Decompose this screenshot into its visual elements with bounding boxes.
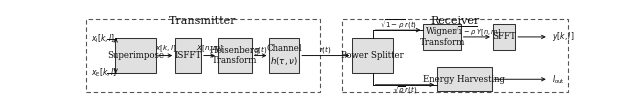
FancyBboxPatch shape [352,38,393,73]
Text: $x_\mathrm{I}[k,l]$: $x_\mathrm{I}[k,l]$ [91,33,115,45]
Text: Heisenberg
Transform: Heisenberg Transform [209,46,260,65]
Text: $s(t)$: $s(t)$ [253,44,268,55]
Text: $X[n,m]$: $X[n,m]$ [196,44,223,54]
Text: $I_\mathrm{out}$: $I_\mathrm{out}$ [552,73,565,85]
Text: Transmitter: Transmitter [169,16,237,26]
FancyBboxPatch shape [269,38,300,73]
Text: $\sqrt{1-\rho}\,r(t)$: $\sqrt{1-\rho}\,r(t)$ [380,18,417,31]
Text: $\sqrt{\rho}\,r(t)$: $\sqrt{\rho}\,r(t)$ [393,85,417,96]
FancyBboxPatch shape [493,24,515,50]
Text: $r(t)$: $r(t)$ [319,44,332,55]
Text: $x[k,l]$: $x[k,l]$ [155,44,176,54]
Text: Wigner
Transform: Wigner Transform [419,27,465,47]
Text: $y[k,l]$: $y[k,l]$ [552,30,575,43]
Text: SFFT: SFFT [492,32,516,41]
FancyBboxPatch shape [175,38,201,73]
FancyBboxPatch shape [115,38,156,73]
Text: Channel
$h(\tau,\nu)$: Channel $h(\tau,\nu)$ [266,44,302,67]
FancyBboxPatch shape [424,24,461,50]
FancyBboxPatch shape [437,67,492,91]
Text: Receiver: Receiver [430,16,479,26]
FancyBboxPatch shape [218,38,252,73]
Text: $\sqrt{1-\rho}\,Y[n,m]$: $\sqrt{1-\rho}\,Y[n,m]$ [452,24,501,38]
Text: Superimpose: Superimpose [107,51,164,60]
Text: Energy Harvesting: Energy Harvesting [424,75,506,84]
Text: ISFFT: ISFFT [175,51,202,60]
Text: Power Splitter: Power Splitter [341,51,404,60]
Text: $x_\mathrm{E}[k,l]$: $x_\mathrm{E}[k,l]$ [91,67,117,79]
